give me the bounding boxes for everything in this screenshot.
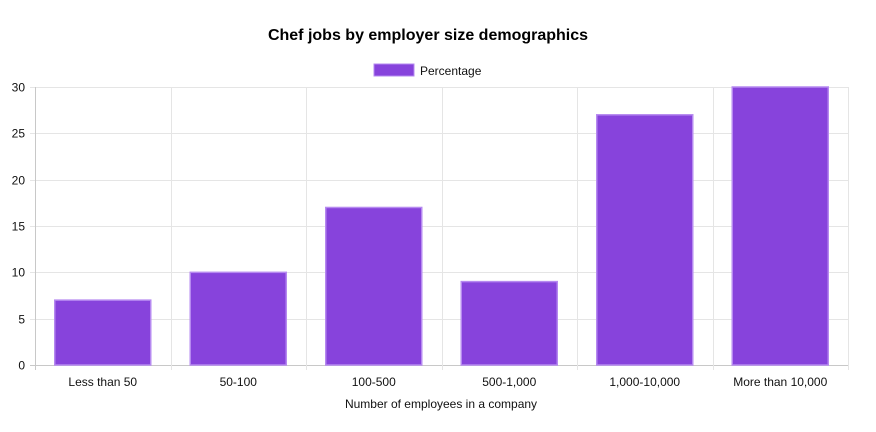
y-axis-ticks: 0 5 10 15 20 25 30: [12, 81, 26, 373]
y-tick-label: 0: [18, 359, 25, 373]
legend-label: Percentage: [420, 64, 482, 78]
bar[interactable]: [189, 271, 287, 366]
bar[interactable]: [596, 114, 694, 366]
y-tick-label: 25: [12, 127, 26, 141]
legend-swatch: [373, 63, 415, 77]
x-tick-label: 50-100: [220, 375, 258, 389]
x-tick-label: More than 10,000: [733, 375, 827, 389]
x-tick-label: Less than 50: [68, 375, 137, 389]
x-tick-label: 100-500: [352, 375, 396, 389]
y-tick-label: 10: [12, 266, 26, 280]
x-tick-label: 500-1,000: [482, 375, 536, 389]
bar[interactable]: [54, 299, 152, 366]
y-tick-label: 5: [18, 313, 25, 327]
y-tick-label: 30: [12, 81, 26, 95]
y-tick-label: 15: [12, 220, 26, 234]
x-tick-label: 1,000-10,000: [609, 375, 680, 389]
x-axis-title: Number of employees in a company: [345, 397, 537, 411]
bar[interactable]: [731, 86, 829, 366]
gridlines: [30, 87, 849, 370]
chart-title: Chef jobs by employer size demographics: [268, 27, 588, 44]
bar[interactable]: [460, 280, 558, 366]
legend[interactable]: Percentage: [373, 63, 482, 78]
x-axis-ticks: Less than 50 50-100 100-500 500-1,000 1,000-…: [68, 375, 827, 389]
bar[interactable]: [325, 206, 423, 366]
y-tick-label: 20: [12, 174, 26, 188]
bars: [54, 86, 829, 366]
